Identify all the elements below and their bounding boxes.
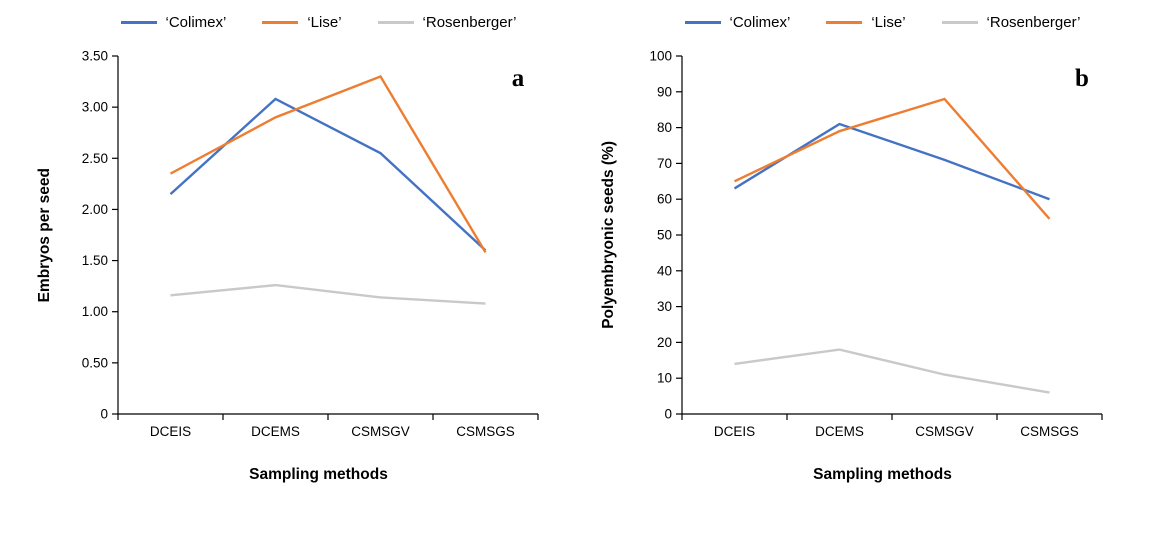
x-category-label: CSMSGS: [1020, 424, 1079, 439]
legend-label: ‘Rosenberger’: [422, 13, 517, 31]
y-tick-label: 70: [656, 156, 671, 171]
panel-label: a: [511, 65, 524, 92]
y-tick-label: 0.50: [81, 355, 107, 370]
y-tick-label: 10: [656, 371, 671, 386]
legend-item-rosenberger: ‘Rosenberger’: [941, 13, 1081, 31]
plot-area-b: 0 10 20 30 40 50 60 70 80 90 100 DCEIS DCEMS CSMSGV CS…: [649, 49, 1103, 439]
legend-item-colimex: ‘Colimex’: [120, 13, 227, 31]
y-tick-label: 90: [656, 84, 671, 99]
legend-line-swatch: [120, 20, 157, 24]
y-tick-label: 40: [656, 263, 671, 278]
y-axis-title-b: Polyembryonic seeds (%): [599, 141, 617, 329]
y-tick-label: 80: [656, 120, 671, 135]
y-tick-label: 20: [656, 335, 671, 350]
x-category-label: DCEIS: [713, 424, 754, 439]
legend-line-swatch: [826, 20, 863, 24]
chart-panel-b: ‘Colimex’ ‘Lise’ ‘Rosenberger’ Polyembryon…: [600, 6, 1118, 484]
x-category-label: CSMSGV: [915, 424, 974, 439]
y-tick-label: 1.00: [81, 304, 107, 319]
series-line-rosenberger: [169, 283, 486, 305]
y-tick-label: 3.50: [81, 49, 107, 64]
x-category-label: CSMSGS: [456, 424, 515, 439]
x-axis-title-a: Sampling methods: [249, 466, 388, 483]
legend-item-colimex: ‘Colimex’: [684, 13, 791, 31]
plot-row-a: Embryos per seed 0 0.50 1.00 1.50 2.00 2.50 3.…: [36, 42, 554, 462]
legend-label: ‘Colimex’: [729, 13, 791, 31]
y-tick-label: 2.50: [81, 151, 107, 166]
x-axis-title-b: Sampling methods: [813, 466, 952, 483]
panel-label: b: [1075, 65, 1089, 92]
legend-item-lise: ‘Lise’: [826, 13, 906, 31]
legend-line-swatch: [262, 20, 299, 24]
series-line-colimex: [733, 122, 1050, 201]
legend-a: ‘Colimex’ ‘Lise’ ‘Rosenberger’: [120, 10, 517, 34]
y-axis-title-a: Embryos per seed: [35, 167, 53, 303]
legend-label: ‘Rosenberger’: [986, 13, 1081, 31]
legend-item-rosenberger: ‘Rosenberger’: [377, 13, 517, 31]
legend-line-swatch: [684, 20, 721, 24]
plot-area-a: 0 0.50 1.00 1.50 2.00 2.50 3.00 3.50 DCEIS DCEMS C…: [81, 49, 539, 439]
y-tick-label: 3.00: [81, 100, 107, 115]
legend-label: ‘Lise’: [871, 13, 906, 31]
y-tick-label: 100: [649, 49, 672, 64]
y-tick-label: 50: [656, 228, 671, 243]
y-tick-label: 0: [100, 407, 108, 422]
series-line-lise: [169, 74, 487, 254]
legend-label: ‘Lise’: [307, 13, 342, 31]
y-tick-label: 60: [656, 192, 671, 207]
series-line-lise: [733, 97, 1050, 220]
legend-b: ‘Colimex’ ‘Lise’ ‘Rosenberger’: [684, 10, 1081, 34]
y-tick-label: 0: [664, 407, 672, 422]
legend-line-swatch: [377, 20, 414, 24]
legend-label: ‘Colimex’: [165, 13, 227, 31]
y-tick-label: 2.00: [81, 202, 107, 217]
x-category-label: DCEMS: [251, 424, 300, 439]
legend-item-lise: ‘Lise’: [262, 13, 342, 31]
figure: ‘Colimex’ ‘Lise’ ‘Rosenberger’ Embryos per…: [36, 6, 1118, 484]
x-category-label: CSMSGV: [351, 424, 410, 439]
chart-panel-a: ‘Colimex’ ‘Lise’ ‘Rosenberger’ Embryos per…: [36, 6, 554, 484]
series-line-rosenberger: [733, 348, 1050, 394]
legend-line-swatch: [941, 20, 978, 24]
y-tick-label: 1.50: [81, 253, 107, 268]
x-category-label: DCEMS: [815, 424, 864, 439]
y-tick-label: 30: [656, 299, 671, 314]
plot-row-b: Polyembryonic seeds (%) 0 10 20 30 40 50 60 70 8…: [600, 42, 1118, 462]
x-category-label: DCEIS: [149, 424, 190, 439]
